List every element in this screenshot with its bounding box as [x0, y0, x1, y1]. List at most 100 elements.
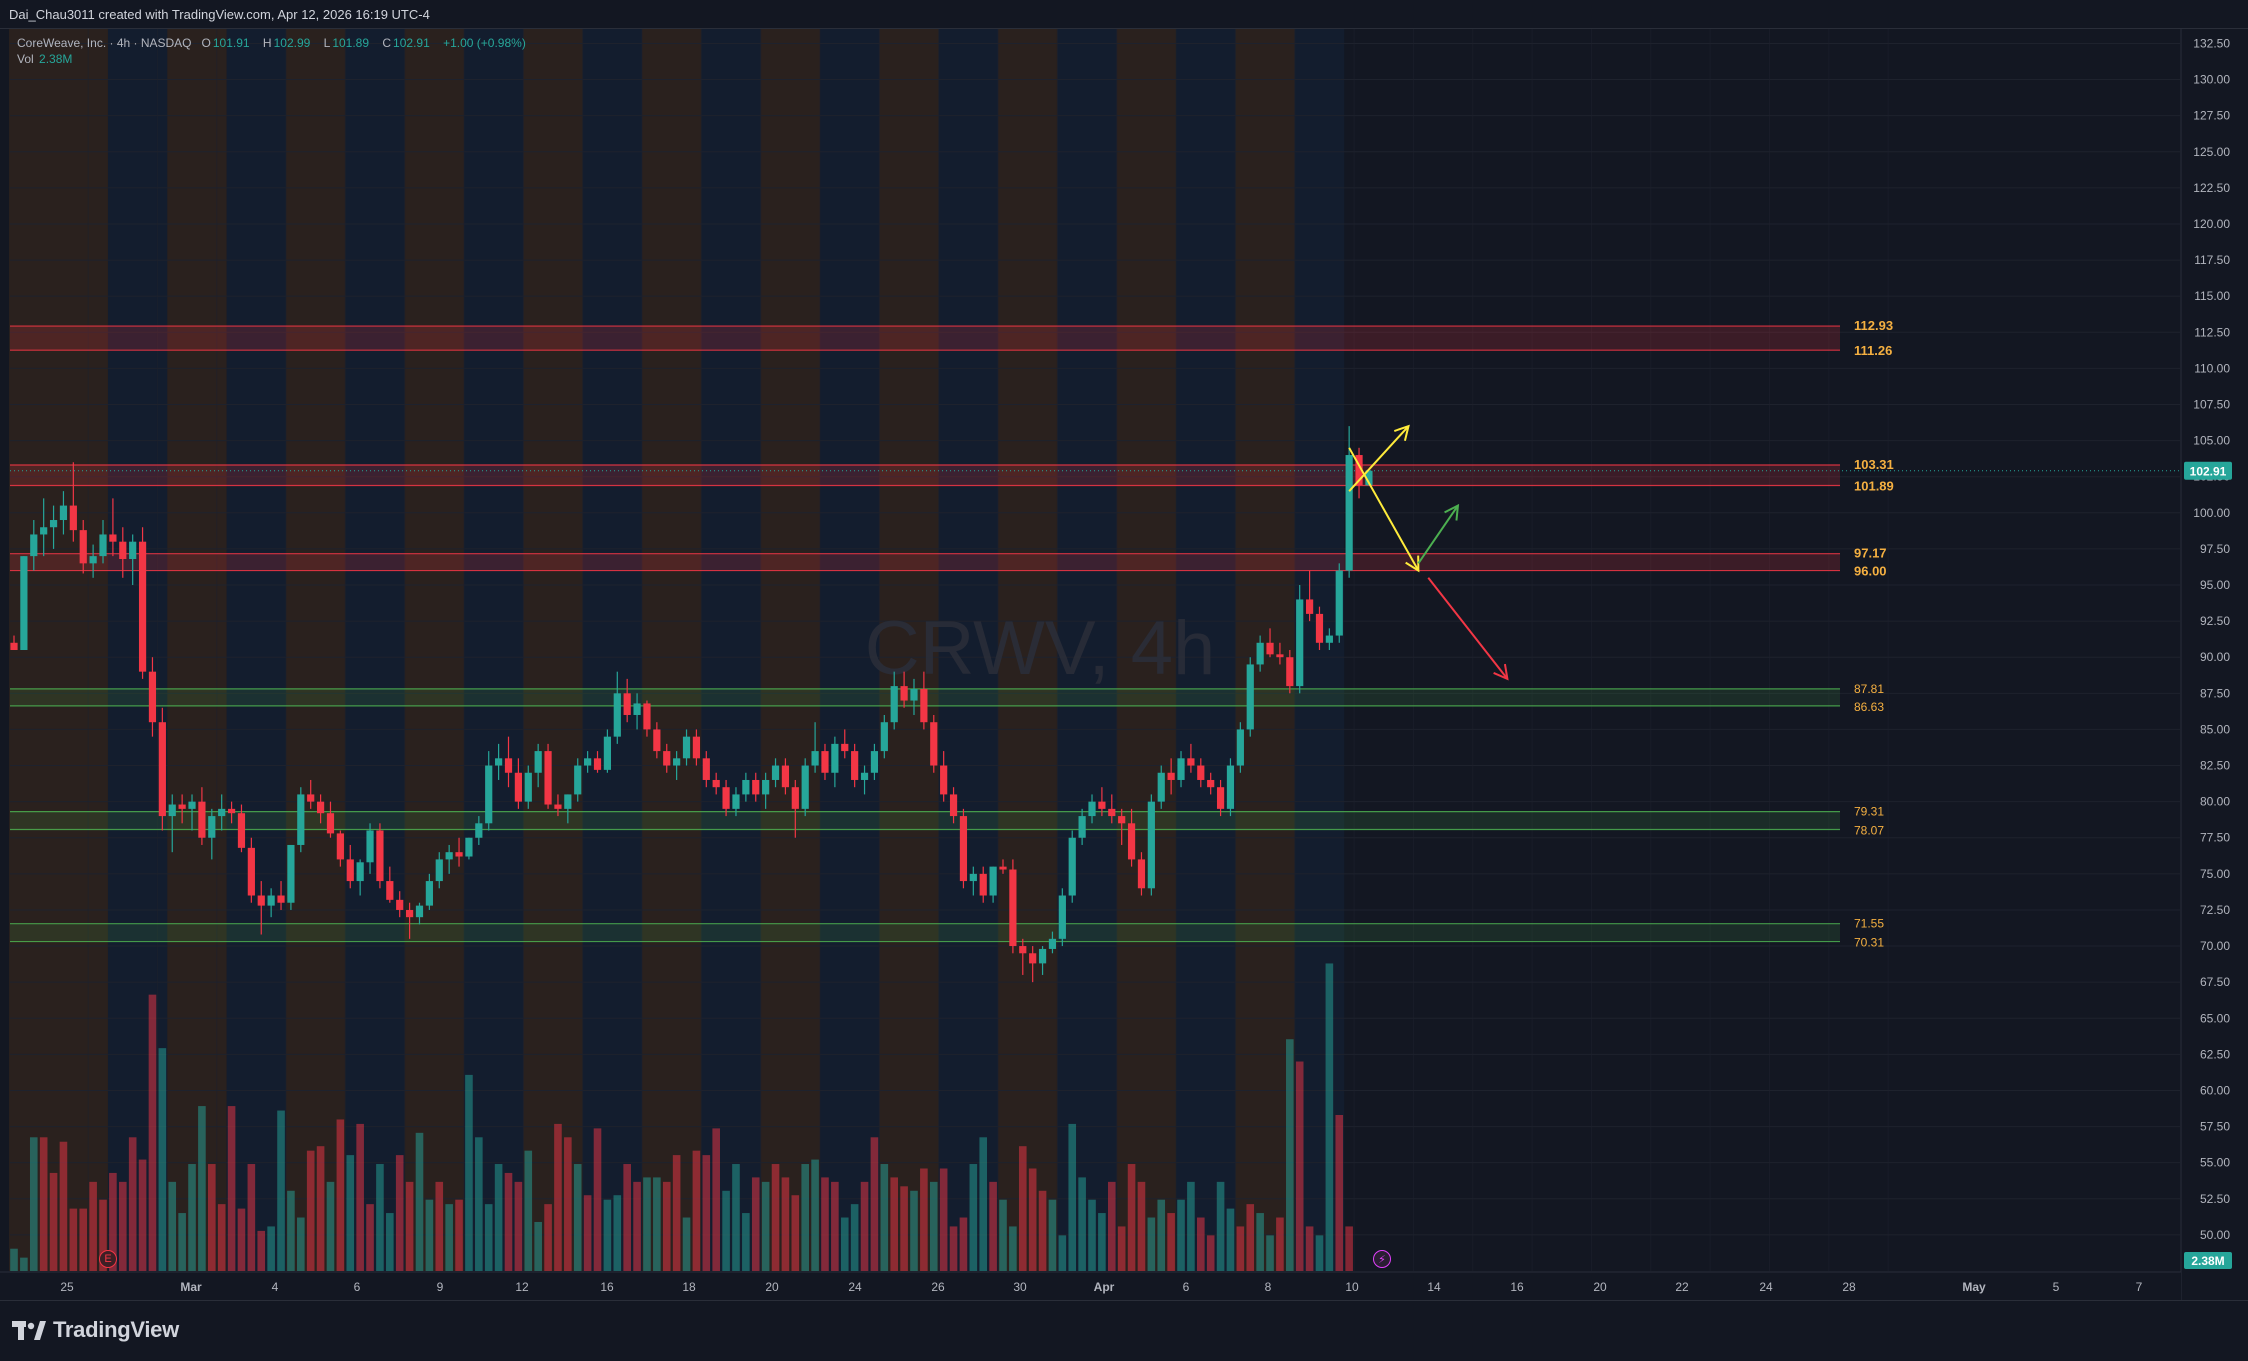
- tradingview-logo[interactable]: TradingView: [12, 1317, 179, 1343]
- volume-bar: [1315, 1235, 1324, 1271]
- volume-bar: [564, 1137, 572, 1271]
- price-axis-background: [2181, 29, 2248, 1301]
- candle-body: [722, 787, 730, 809]
- volume-bar: [208, 1164, 216, 1271]
- candle-body: [1118, 816, 1126, 824]
- zone-label-bottom: 111.26: [1854, 343, 1892, 358]
- volume-bar: [1028, 1168, 1037, 1271]
- volume-bar: [781, 1177, 790, 1271]
- volume-bar: [227, 1106, 236, 1271]
- volume-bar: [811, 1159, 819, 1271]
- volume-bar: [989, 1181, 997, 1271]
- symbol-line: CoreWeave, Inc. · 4h · NASDAQ: [17, 36, 192, 50]
- volume-bar: [870, 1137, 879, 1271]
- lightning-icon[interactable]: ⚡: [1373, 1250, 1391, 1268]
- candle-body: [1305, 599, 1314, 614]
- close-label: C: [382, 36, 392, 50]
- time-tick-label: Mar: [180, 1280, 202, 1294]
- session-band: [404, 29, 464, 1271]
- volume-bar: [99, 1199, 107, 1271]
- volume-bar: [524, 1150, 533, 1271]
- candle-body: [346, 859, 354, 882]
- time-tick-label: 12: [515, 1280, 529, 1294]
- candle-body: [168, 804, 176, 817]
- volume-bar: [860, 1181, 869, 1271]
- time-tick-label: 28: [1842, 1280, 1856, 1294]
- time-tick-label: 22: [1675, 1280, 1689, 1294]
- candle-body: [860, 772, 869, 780]
- candle-body: [89, 556, 97, 564]
- resistance-zone: [10, 464, 1840, 486]
- candle-body: [227, 808, 236, 814]
- time-tick-label: 6: [1183, 1280, 1190, 1294]
- volume-bar: [168, 1181, 177, 1271]
- session-band: [167, 29, 227, 1271]
- price-tick-label: 87.50: [2200, 686, 2230, 700]
- price-tick-label: 95.00: [2200, 578, 2230, 592]
- volume-bar: [79, 1208, 88, 1271]
- session-band: [285, 29, 346, 1271]
- candle-body: [1226, 765, 1235, 809]
- chart-frame[interactable]: CRWV, 4h 112.93 111.26 103.31 101.89 97.17 96…: [0, 28, 2248, 1301]
- time-tick-label: 10: [1345, 1280, 1359, 1294]
- volume-row: Vol 2.38M: [17, 51, 526, 67]
- footer-bar: TradingView: [0, 1300, 2248, 1361]
- volume-bar: [386, 1213, 394, 1271]
- candle-body: [920, 688, 928, 723]
- candle-body: [593, 758, 602, 770]
- zone-label-bottom: 96.00: [1854, 564, 1887, 579]
- yellow-arrow-shaft: [1348, 447, 1420, 572]
- volume-bar: [573, 1164, 582, 1271]
- volume-bar: [405, 1181, 414, 1271]
- volume-bar: [10, 1248, 18, 1271]
- price-tick-label: 132.50: [2193, 36, 2230, 50]
- volume-bar: [653, 1177, 661, 1271]
- candle-body: [821, 751, 829, 773]
- volume-bar: [1325, 963, 1334, 1271]
- volume-bar: [890, 1177, 899, 1271]
- price-tick-label: 105.00: [2193, 434, 2230, 448]
- session-band: [820, 29, 880, 1271]
- price-tick-label: 50.00: [2200, 1228, 2230, 1242]
- candle-body: [1009, 869, 1017, 947]
- zone-label-top: 79.31: [1854, 805, 1884, 819]
- earnings-e-icon[interactable]: E: [99, 1250, 117, 1268]
- current-price-tag[interactable]: [2184, 461, 2232, 480]
- volume-bar: [850, 1204, 859, 1271]
- volume-bar: [49, 1172, 58, 1271]
- volume-bar: [662, 1181, 671, 1271]
- session-band: [701, 29, 761, 1271]
- candle-body: [10, 642, 18, 650]
- price-tick-label: 92.50: [2200, 614, 2230, 628]
- candle-body: [178, 804, 186, 809]
- volume-bar: [128, 1137, 137, 1271]
- volume-bar: [39, 1137, 48, 1271]
- candle-body: [1108, 808, 1116, 817]
- support-zone: [10, 811, 1840, 830]
- price-tick-label: 97.50: [2200, 542, 2230, 556]
- candle-body: [188, 801, 196, 809]
- candle-body: [356, 862, 364, 882]
- candle-body: [425, 881, 433, 906]
- volume-bar: [939, 1168, 948, 1271]
- candle-body: [49, 520, 58, 528]
- price-tick-label: 115.00: [2194, 289, 2230, 303]
- volume-bar: [1107, 1181, 1116, 1271]
- time-tick-label: 6: [354, 1280, 361, 1294]
- volume-bar: [1295, 1061, 1304, 1271]
- volume-bar: [623, 1164, 631, 1271]
- volume-bar: [287, 1190, 295, 1271]
- volume-bar: [376, 1164, 384, 1271]
- candle-body: [1137, 859, 1146, 889]
- candle-body: [1266, 642, 1274, 655]
- candle-body: [1078, 816, 1086, 838]
- candle-body: [1246, 664, 1254, 730]
- yellow-arrow-head: [1393, 424, 1410, 441]
- time-tick-label: 30: [1013, 1280, 1027, 1294]
- candlestick-chart[interactable]: CRWV, 4h 112.93111.26103.31101.8997.1796…: [0, 29, 2248, 1301]
- candle-body: [59, 505, 68, 521]
- candle-body: [1019, 946, 1027, 954]
- current-volume-tag[interactable]: [2184, 1252, 2232, 1269]
- volume-bar: [544, 1204, 552, 1271]
